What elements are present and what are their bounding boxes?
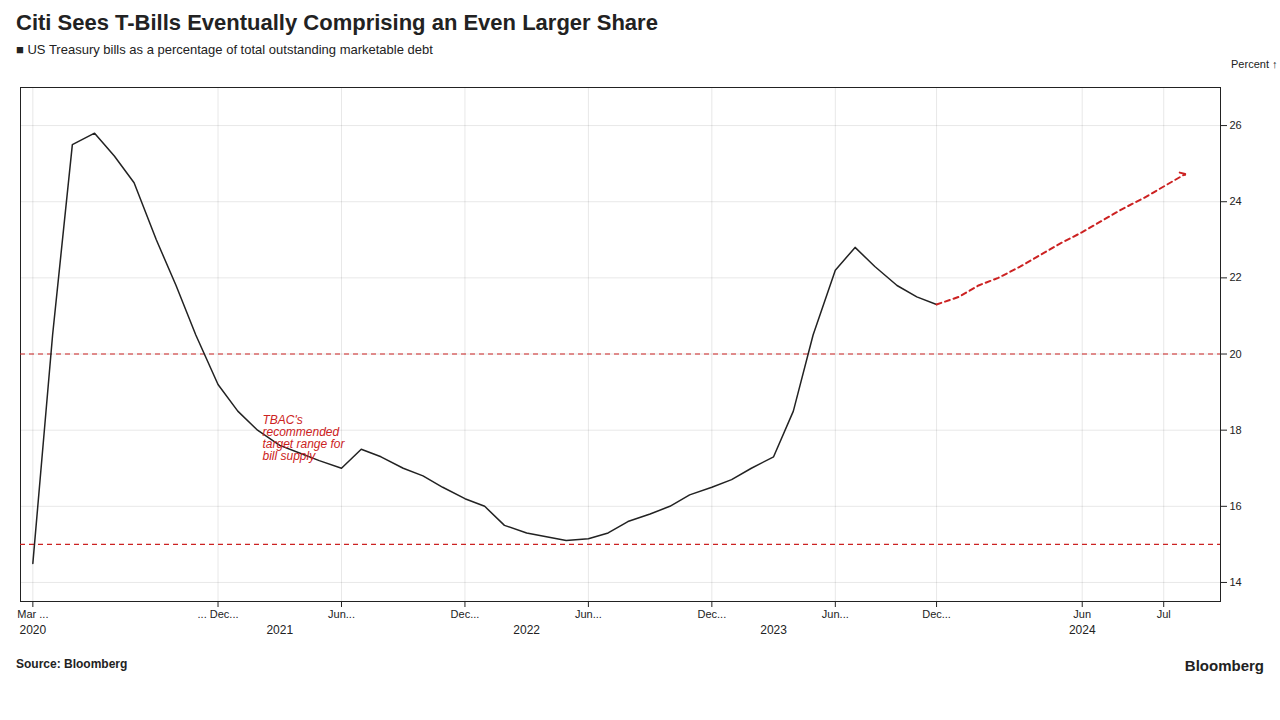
html-text:Bloomberg: Bloomberg: [1184, 657, 1264, 674]
html-text:■ US Treasury bills as a perce: ■ US Treasury bills as a percentage of t…: [16, 42, 433, 57]
svg-text:TBAC'srecommendedtarget range: TBAC'srecommendedtarget range forbill su…: [262, 413, 345, 463]
svg-text:... Dec...: ... Dec...: [198, 608, 239, 620]
svg-text:2020: 2020: [19, 623, 46, 637]
svg-text:16: 16: [1230, 500, 1242, 512]
svg-text:2023: 2023: [760, 623, 787, 637]
svg-text:Jul: Jul: [1157, 608, 1171, 620]
svg-text:22: 22: [1230, 271, 1242, 283]
svg-text:Mar ...: Mar ...: [17, 608, 48, 620]
svg-text:Jun...: Jun...: [822, 608, 849, 620]
svg-text:26: 26: [1230, 119, 1242, 131]
svg-text:14: 14: [1230, 576, 1242, 588]
svg-text:2022: 2022: [513, 623, 540, 637]
svg-text:2024: 2024: [1069, 623, 1096, 637]
svg-text:Jun...: Jun...: [328, 608, 355, 620]
svg-text:Dec...: Dec...: [451, 608, 480, 620]
svg-text:20: 20: [1230, 348, 1242, 360]
svg-text:Jun...: Jun...: [575, 608, 602, 620]
svg-text:24: 24: [1230, 195, 1242, 207]
svg-text:18: 18: [1230, 424, 1242, 436]
svg-text:Dec...: Dec...: [922, 608, 951, 620]
svg-text:2021: 2021: [266, 623, 293, 637]
html-text:Source: Bloomberg: Source: Bloomberg: [16, 657, 128, 671]
html-text:Citi Sees T-Bills Eventually C: Citi Sees T-Bills Eventually Comprising …: [16, 10, 658, 35]
svg-text:Dec...: Dec...: [697, 608, 726, 620]
svg-text:Percent ↑: Percent ↑: [1231, 58, 1277, 70]
svg-text:Jun: Jun: [1073, 608, 1091, 620]
